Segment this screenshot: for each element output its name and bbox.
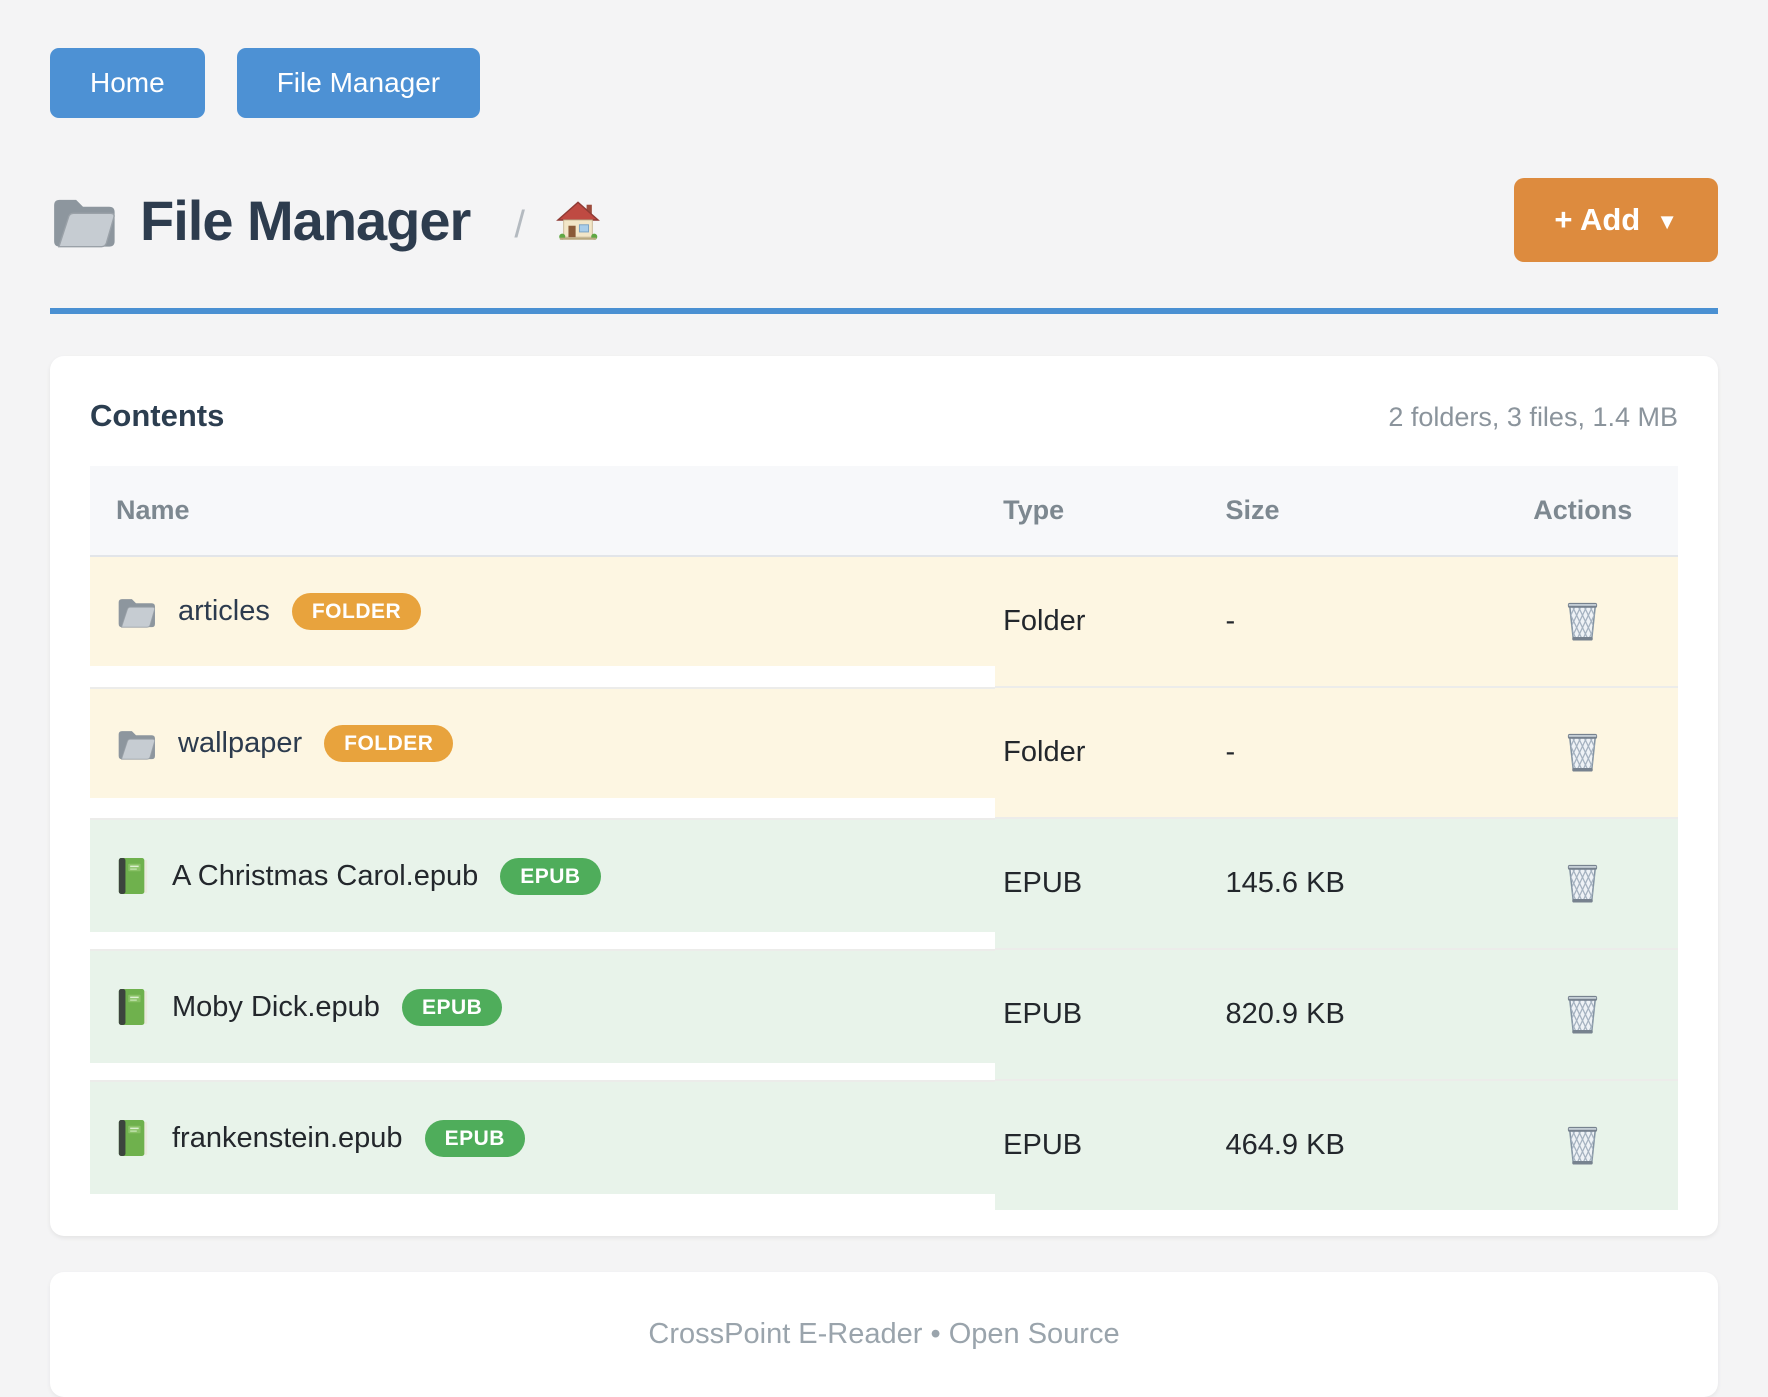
name-cell: Moby Dick.epub EPUB (90, 949, 996, 1063)
contents-table-head: Name Type Size Actions (90, 466, 1678, 557)
breadcrumb-separator: / (514, 203, 525, 246)
contents-table: Name Type Size Actions articles FOLDER F… (90, 466, 1678, 1210)
delete-button[interactable] (1557, 724, 1608, 777)
wastebasket-icon (1563, 728, 1602, 773)
page: Home File Manager File Manager / + Add ▼… (50, 0, 1718, 1397)
folder-icon (50, 193, 116, 248)
wastebasket-icon (1563, 859, 1602, 904)
page-header: File Manager / + Add ▼ (50, 178, 1718, 262)
house-icon[interactable] (555, 199, 601, 241)
actions-cell (1487, 948, 1678, 1080)
delete-button[interactable] (1557, 986, 1608, 1039)
column-header-name: Name (90, 466, 996, 557)
home-button[interactable]: Home (50, 48, 205, 118)
row-name-text: wallpaper (178, 727, 303, 759)
table-row[interactable]: Moby Dick.epub EPUB EPUB 820.9 KB (90, 948, 1678, 1080)
row-type: Folder (995, 686, 1218, 818)
name-cell: articles FOLDER (90, 557, 996, 666)
actions-cell (1487, 686, 1678, 818)
row-size: - (1217, 686, 1488, 818)
row-badge: EPUB (500, 857, 601, 895)
contents-title: Contents (90, 398, 225, 433)
delete-button[interactable] (1557, 855, 1608, 908)
folder-icon (116, 727, 156, 760)
name-cell: frankenstein.epub EPUB (90, 1080, 996, 1194)
actions-cell (1487, 1079, 1678, 1210)
folder-icon (116, 595, 156, 628)
title-group: File Manager / (50, 188, 601, 253)
add-button-label: + Add (1554, 202, 1641, 237)
row-badge: EPUB (424, 1119, 525, 1157)
actions-cell (1487, 817, 1678, 949)
contents-card: Contents 2 folders, 3 files, 1.4 MB Name… (50, 356, 1718, 1236)
row-type: Folder (995, 556, 1218, 687)
row-name-text: frankenstein.epub (172, 1121, 403, 1154)
actions-cell (1487, 556, 1678, 687)
row-name-text: Moby Dick.epub (172, 990, 380, 1023)
name-cell: wallpaper FOLDER (90, 687, 996, 798)
wastebasket-icon (1563, 1121, 1602, 1166)
row-badge: FOLDER (324, 725, 454, 762)
file-manager-button[interactable]: File Manager (236, 48, 481, 118)
page-title: File Manager (140, 188, 471, 252)
name-cell: A Christmas Carol.epub EPUB (90, 818, 996, 932)
row-name-text: articles (178, 595, 270, 627)
contents-table-body: articles FOLDER Folder - wallpaper FOLDE… (90, 556, 1678, 1210)
green-book-icon (116, 1118, 150, 1158)
chevron-down-icon: ▼ (1656, 208, 1678, 234)
row-badge: EPUB (401, 988, 503, 1026)
column-header-type: Type (995, 466, 1218, 557)
row-type: EPUB (995, 948, 1218, 1080)
row-name-text: A Christmas Carol.epub (172, 859, 479, 892)
heading-underline (50, 308, 1718, 314)
column-header-size: Size (1217, 466, 1488, 557)
footer: CrossPoint E-Reader • Open Source (50, 1272, 1718, 1397)
contents-card-header: Contents 2 folders, 3 files, 1.4 MB (90, 398, 1678, 434)
row-size: 145.6 KB (1217, 817, 1488, 949)
wastebasket-icon (1563, 990, 1602, 1035)
footer-text: CrossPoint E-Reader • Open Source (648, 1318, 1120, 1350)
table-row[interactable]: articles FOLDER Folder - (90, 556, 1678, 687)
top-navigation: Home File Manager (50, 48, 1718, 118)
row-size: 464.9 KB (1217, 1079, 1488, 1210)
row-type: EPUB (995, 817, 1218, 949)
row-size: - (1217, 556, 1488, 687)
table-row[interactable]: wallpaper FOLDER Folder - (90, 686, 1678, 818)
column-header-actions: Actions (1487, 466, 1678, 557)
table-row[interactable]: A Christmas Carol.epub EPUB EPUB 145.6 K… (90, 817, 1678, 949)
row-type: EPUB (995, 1079, 1218, 1210)
table-row[interactable]: frankenstein.epub EPUB EPUB 464.9 KB (90, 1079, 1678, 1210)
wastebasket-icon (1563, 597, 1602, 642)
contents-summary: 2 folders, 3 files, 1.4 MB (1388, 402, 1678, 432)
row-badge: FOLDER (291, 593, 422, 630)
green-book-icon (116, 987, 150, 1027)
green-book-icon (116, 856, 150, 896)
delete-button[interactable] (1557, 1117, 1608, 1170)
row-size: 820.9 KB (1217, 948, 1488, 1080)
add-button[interactable]: + Add ▼ (1514, 178, 1718, 262)
delete-button[interactable] (1557, 593, 1608, 646)
